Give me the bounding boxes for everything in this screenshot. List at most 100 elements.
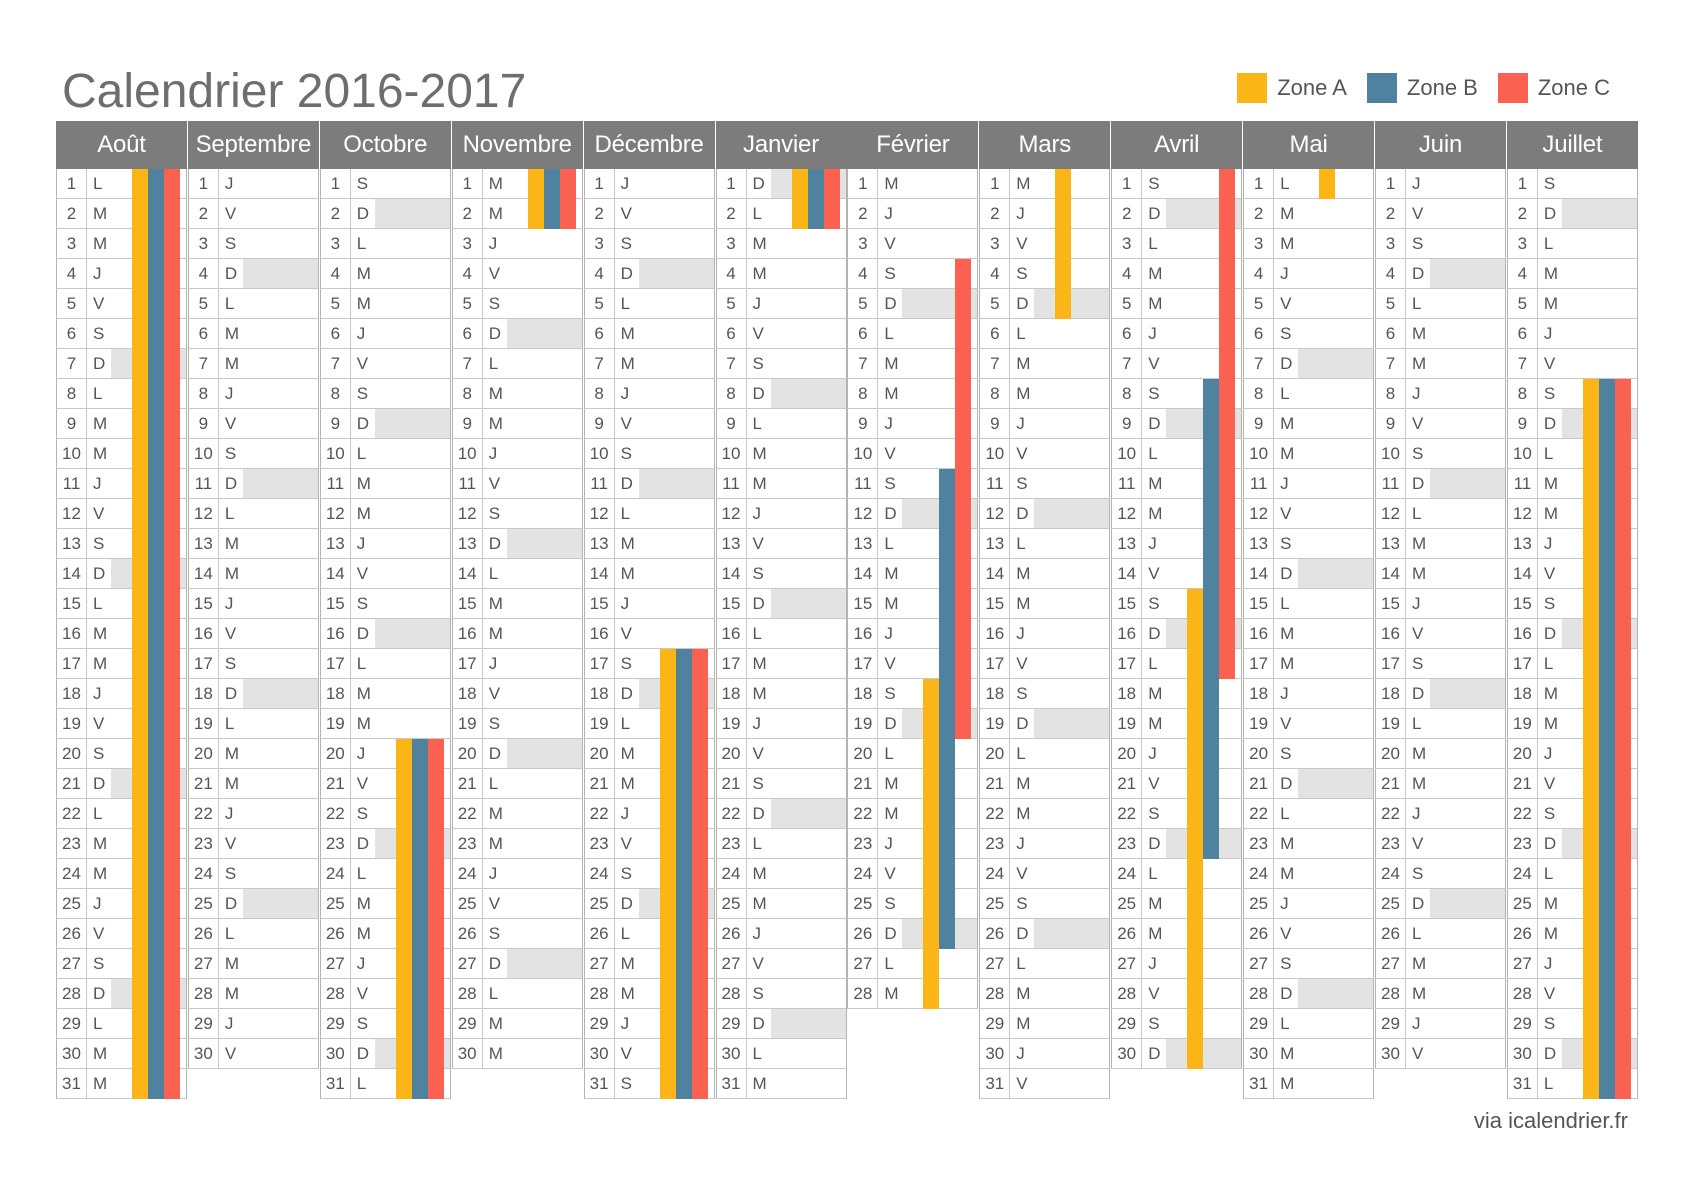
day-letter-cell: L (1405, 709, 1506, 739)
day-row: 13 L (979, 529, 1111, 559)
weekday-letter: L (1148, 654, 1158, 673)
day-row: 10 S (187, 439, 319, 469)
vacation-band-zone-b (675, 649, 692, 679)
vacation-band-zone-c (164, 259, 180, 289)
day-letter-cell: V (349, 559, 451, 589)
weekday-letter: L (356, 1074, 367, 1093)
day-letter-cell: M (745, 259, 847, 289)
day-number: 7 (847, 349, 878, 379)
day-number: 11 (1243, 469, 1274, 499)
weekday-letter: M (488, 1014, 503, 1033)
weekday-letter: J (93, 264, 102, 283)
day-number: 19 (1243, 709, 1274, 739)
weekday-letter: M (752, 474, 767, 493)
day-row: 28 M (979, 979, 1111, 1009)
weekday-letter: L (620, 924, 631, 943)
day-row: 12 J (715, 499, 847, 529)
weekday-letter: L (752, 414, 762, 433)
vacation-band-zone-c (1219, 349, 1236, 379)
month-header: Novembre (451, 121, 583, 169)
day-row: 18 M (319, 679, 451, 709)
day-letter-cell: L (877, 319, 979, 349)
vacation-band-zone-a (395, 1039, 412, 1069)
day-row: 20 V (715, 739, 847, 769)
vacation-band-zone-a (132, 619, 148, 649)
vacation-band-zone-a (1187, 679, 1204, 709)
vacation-band-zone-b (1203, 679, 1220, 709)
weekday-letter: L (884, 534, 894, 553)
day-row: 11 D (187, 469, 319, 499)
weekday-letter: M (1412, 774, 1427, 793)
day-row: 15 S (1111, 589, 1243, 619)
vacation-band-zone-b (1203, 829, 1220, 859)
vacation-band-zone-b (1598, 1009, 1615, 1039)
day-letter-cell: V (1273, 289, 1375, 319)
vacation-band-zone-c (1614, 679, 1631, 709)
weekday-letter: J (1016, 834, 1025, 853)
vacation-band-zone-b (148, 649, 164, 679)
weekday-letter: L (620, 504, 631, 523)
day-letter-cell: M (349, 499, 451, 529)
vacation-band-zone-c (691, 679, 708, 709)
legend-swatch (1366, 73, 1397, 103)
day-row: 19 S (451, 709, 583, 739)
day-number: 29 (583, 1009, 614, 1039)
day-number: 14 (1243, 559, 1274, 589)
day-row: 31 M (56, 1069, 187, 1099)
day-number: 22 (847, 799, 878, 829)
vacation-band-zone-c (164, 289, 180, 319)
weekday-letter: S (1280, 954, 1292, 973)
weekday-letter: L (356, 654, 367, 673)
day-number: 30 (1243, 1039, 1274, 1069)
day-row: 22 J (1375, 799, 1506, 829)
vacation-band-zone-c (955, 709, 972, 739)
day-number: 15 (847, 589, 878, 619)
day-number: 11 (1375, 469, 1405, 499)
day-row: 23 V (1375, 829, 1506, 859)
day-letter-cell: J (1273, 679, 1375, 709)
day-letter-cell: M (1536, 289, 1638, 319)
day-number: 20 (451, 739, 482, 769)
day-row: 11 J (56, 469, 187, 499)
day-row: 19 M (319, 709, 451, 739)
day-number: 19 (979, 709, 1010, 739)
vacation-band-zone-b (1203, 619, 1220, 649)
day-letter-cell: V (1405, 199, 1506, 229)
day-number: 4 (187, 259, 218, 289)
weekday-letter: D (1148, 414, 1161, 433)
day-letter-cell: V (1405, 619, 1506, 649)
vacation-band-zone-a (659, 949, 676, 979)
day-number: 20 (583, 739, 614, 769)
day-letter-cell: M (217, 349, 319, 379)
day-list: 1 L 2 M 3 M 4 J 5 V 6 S 7 D 8 L 9 M 10 M 11 J 12 V 13 S 14 D 15 L 16 M 1… (1243, 169, 1375, 1099)
day-number: 15 (56, 589, 86, 619)
vacation-band-zone-a (791, 199, 808, 229)
vacation-band-zone-b (1598, 679, 1615, 709)
day-letter-cell: S (613, 229, 715, 259)
vacation-band-zone-a (1582, 379, 1599, 409)
weekday-letter: L (1543, 444, 1554, 463)
weekday-letter: S (752, 564, 764, 583)
weekday-letter: L (1543, 654, 1554, 673)
day-row: 22 J (583, 799, 715, 829)
day-number: 17 (1111, 649, 1142, 679)
vacation-band-zone-b (411, 769, 428, 799)
day-number: 26 (1375, 919, 1405, 949)
day-number: 18 (1243, 679, 1274, 709)
vacation-band-zone-b (1598, 709, 1615, 739)
day-number: 11 (1111, 469, 1142, 499)
vacation-band-zone-b (148, 499, 164, 529)
day-row: 27 V (715, 949, 847, 979)
day-number: 29 (1111, 1009, 1142, 1039)
day-number: 30 (319, 1039, 350, 1069)
day-row: 18 J (56, 679, 187, 709)
day-letter-cell: M (1273, 859, 1375, 889)
vacation-band-zone-a (923, 769, 940, 799)
weekday-letter: J (488, 444, 498, 463)
